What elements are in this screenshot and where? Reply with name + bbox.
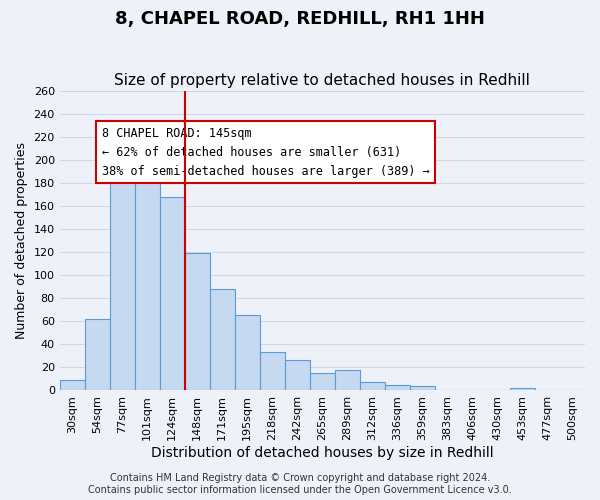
Bar [185, 253, 210, 390]
Text: Contains HM Land Registry data © Crown copyright and database right 2024.
Contai: Contains HM Land Registry data © Crown c… [88, 474, 512, 495]
Bar [285, 360, 310, 390]
Bar [85, 319, 110, 390]
Text: 8, CHAPEL ROAD, REDHILL, RH1 1HH: 8, CHAPEL ROAD, REDHILL, RH1 1HH [115, 10, 485, 28]
Bar [160, 196, 185, 390]
Bar [310, 373, 335, 390]
Bar [110, 154, 135, 390]
Bar [335, 370, 360, 390]
Bar [210, 289, 235, 390]
Bar [385, 384, 410, 390]
Bar [59, 380, 85, 390]
Bar [360, 382, 385, 390]
Bar [260, 352, 285, 391]
Text: 8 CHAPEL ROAD: 145sqm
← 62% of detached houses are smaller (631)
38% of semi-det: 8 CHAPEL ROAD: 145sqm ← 62% of detached … [101, 126, 430, 178]
Bar [135, 148, 160, 390]
Bar [410, 386, 435, 390]
Bar [235, 316, 260, 390]
Bar [510, 388, 535, 390]
Y-axis label: Number of detached properties: Number of detached properties [15, 142, 28, 339]
X-axis label: Distribution of detached houses by size in Redhill: Distribution of detached houses by size … [151, 446, 494, 460]
Title: Size of property relative to detached houses in Redhill: Size of property relative to detached ho… [115, 73, 530, 88]
